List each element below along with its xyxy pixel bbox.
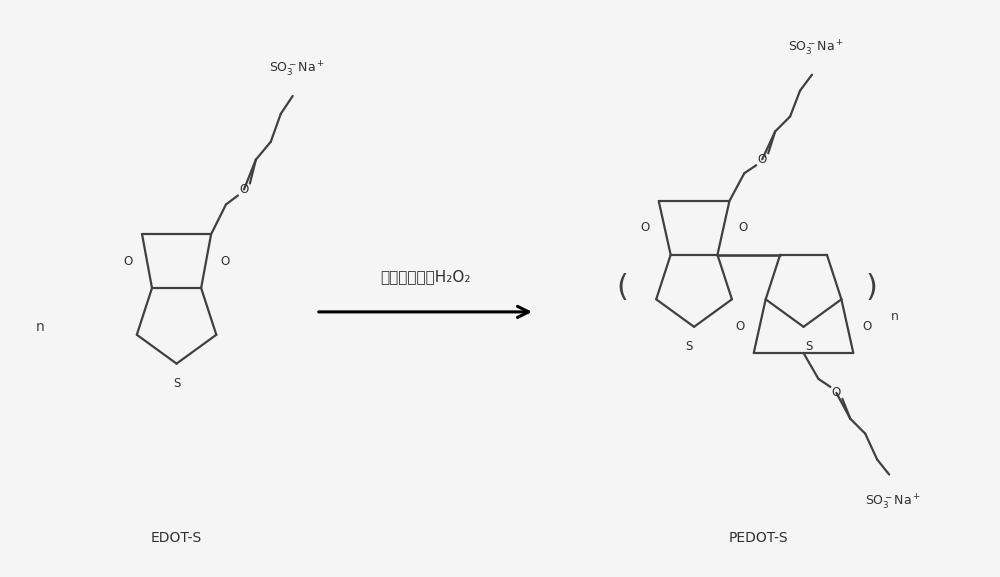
- Text: O: O: [220, 254, 230, 268]
- Text: O: O: [739, 222, 748, 234]
- Text: O: O: [863, 320, 872, 333]
- Text: SO$_3^-$Na$^+$: SO$_3^-$Na$^+$: [269, 59, 325, 78]
- Text: ): ): [865, 272, 877, 302]
- Text: S: S: [173, 377, 180, 389]
- Text: O: O: [735, 320, 744, 333]
- Text: O: O: [123, 254, 133, 268]
- Text: EDOT-S: EDOT-S: [151, 531, 202, 545]
- Text: O: O: [239, 183, 249, 196]
- Text: SO$_3^-$Na$^+$: SO$_3^-$Na$^+$: [788, 38, 844, 57]
- Text: n: n: [36, 320, 45, 334]
- Text: n: n: [891, 310, 899, 323]
- Text: O: O: [758, 153, 767, 166]
- Text: S: S: [685, 340, 693, 353]
- Text: O: O: [832, 387, 841, 399]
- Text: S: S: [805, 340, 812, 353]
- Text: 氧化还原酶，H₂O₂: 氧化还原酶，H₂O₂: [380, 269, 471, 284]
- Text: O: O: [640, 222, 649, 234]
- Text: (: (: [616, 272, 628, 302]
- Text: PEDOT-S: PEDOT-S: [729, 531, 789, 545]
- Text: SO$_3^-$Na$^+$: SO$_3^-$Na$^+$: [865, 492, 921, 511]
